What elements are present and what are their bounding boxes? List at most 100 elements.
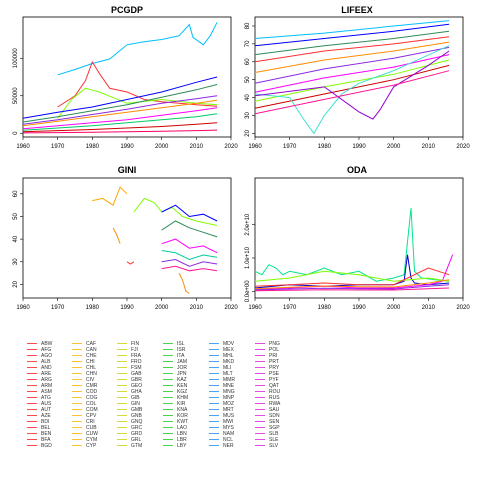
- series-line: [254, 70, 450, 115]
- x-tick-label: 2020: [224, 305, 238, 311]
- legend-label: CIV: [86, 377, 95, 383]
- legend-label: KWT: [177, 419, 188, 425]
- legend-label: AGO: [41, 353, 52, 359]
- legend-label: GAB: [131, 371, 142, 377]
- y-tick-label: 60: [13, 190, 19, 197]
- legend-label: GEO: [131, 383, 142, 389]
- legend-label: GNB: [131, 413, 143, 419]
- y-tick-label: 0: [13, 131, 19, 135]
- legend-label: POL: [269, 347, 279, 353]
- series-lines: [254, 207, 454, 292]
- legend-label: SLV: [269, 443, 279, 449]
- series-line: [161, 204, 218, 222]
- legend-label: KEN: [177, 383, 188, 389]
- panel-oda: ODA 1960 1970 1980 1990 2000 2010 2020 0.0e+00 1…: [245, 165, 470, 311]
- series-line: [22, 122, 218, 133]
- series-line: [254, 64, 450, 109]
- y-tick-label: 60: [245, 58, 251, 65]
- x-tick-label: 2000: [155, 305, 169, 311]
- x-tick-label: 1980: [318, 144, 332, 150]
- legend-label: KAZ: [177, 377, 187, 383]
- y-tick-label: 20: [245, 129, 251, 136]
- series-line: [22, 84, 218, 123]
- legend-label: MHL: [223, 353, 234, 359]
- legend-label: ABW: [41, 341, 53, 347]
- panel-title-gini: GINI: [118, 165, 137, 175]
- legend-label: CHI: [86, 359, 95, 365]
- legend-label: MRT: [223, 407, 234, 413]
- series-line: [254, 279, 450, 290]
- plot-frame: [22, 16, 232, 138]
- x-tick-label: 1970: [51, 144, 65, 150]
- y-tick-label: 0.0e+00: [245, 280, 251, 303]
- legend-label: KNA: [177, 407, 188, 413]
- y-tick-label: 40: [245, 94, 251, 101]
- series-line: [254, 20, 450, 39]
- legend-label: GRL: [131, 437, 142, 443]
- x-tick-label: 2010: [422, 305, 436, 311]
- series-line: [57, 87, 218, 119]
- legend-label: ARG: [41, 377, 52, 383]
- series-line: [254, 36, 450, 63]
- series-line: [161, 265, 218, 272]
- series-line: [22, 107, 218, 130]
- legend-label: ARM: [41, 383, 52, 389]
- x-tick-label: 2020: [456, 305, 470, 311]
- x-tick-label: 1970: [283, 305, 297, 311]
- y-tick-label: 70: [245, 40, 251, 47]
- legend-label: BEN: [41, 431, 52, 437]
- legend-label: MNE: [223, 383, 235, 389]
- x-tick-label: 1980: [318, 305, 332, 311]
- legend-label: JPN: [177, 371, 187, 377]
- legend-label: CRI: [86, 419, 95, 425]
- x-tick-label: 1990: [120, 144, 134, 150]
- legend-label: ARE: [41, 371, 52, 377]
- legend-label: SGP: [269, 425, 280, 431]
- y-tick-label: 50: [245, 76, 251, 83]
- legend-label: PRI: [269, 353, 277, 359]
- legend-label: PNG: [269, 341, 280, 347]
- legend-label: FRO: [131, 359, 142, 365]
- legend-label: GNQ: [131, 419, 143, 425]
- panel-title-oda: ODA: [347, 165, 368, 175]
- series-line: [57, 22, 218, 76]
- legend-label: MLI: [223, 365, 231, 371]
- panel-title-pcgdp: PCGDP: [111, 5, 143, 15]
- legend-label: CYM: [86, 437, 97, 443]
- legend-label: JOR: [177, 365, 187, 371]
- legend-label: CAN: [86, 347, 97, 353]
- legend-label: FSM: [131, 365, 142, 371]
- legend-label: SLE: [269, 437, 279, 443]
- legend-label: LBR: [177, 437, 187, 443]
- legend-label: ROU: [269, 389, 281, 395]
- series-line: [22, 129, 218, 134]
- legend-label: QAT: [269, 383, 279, 389]
- x-tick-label: 2010: [190, 144, 204, 150]
- series-line: [161, 250, 218, 261]
- series-line: [254, 23, 450, 47]
- y-tick-label: 40: [13, 235, 19, 242]
- legend-label: SLB: [269, 431, 279, 437]
- legend-label: GRC: [131, 425, 143, 431]
- y-tick-label: 30: [13, 258, 19, 265]
- series-line: [22, 113, 218, 131]
- series-line: [112, 227, 121, 244]
- legend-label: GTM: [131, 443, 142, 449]
- x-tick-label: 1970: [51, 305, 65, 311]
- y-tick-label: 50: [13, 212, 19, 219]
- x-tick-label: 1960: [16, 305, 30, 311]
- legend-label: MUS: [223, 413, 235, 419]
- series-line: [161, 238, 218, 254]
- series-line: [254, 254, 454, 291]
- legend-label: MEX: [223, 347, 235, 353]
- legend-label: CHL: [86, 365, 96, 371]
- legend-label: CUW: [86, 431, 98, 437]
- legend-label: ITA: [177, 353, 185, 359]
- legend-label: PRY: [269, 365, 280, 371]
- legend-label: CUB: [86, 425, 97, 431]
- legend-label: PYF: [269, 377, 279, 383]
- series-line: [254, 50, 450, 120]
- legend-label: KGZ: [177, 389, 187, 395]
- legend-label: CPV: [86, 413, 97, 419]
- series-line: [254, 207, 450, 282]
